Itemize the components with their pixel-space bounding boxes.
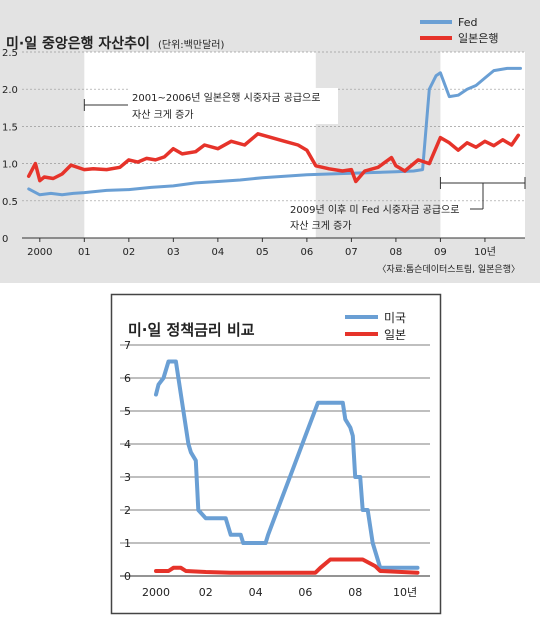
x-tick-label: 04 (211, 247, 224, 258)
x-tick-label: 2000 (142, 586, 170, 599)
y-tick-label: 0 (124, 570, 131, 583)
x-tick-label: 02 (199, 586, 213, 599)
asset-trend-chart: 0 0.5 1.0 1.5 2.0 2.5 2000 01 02 03 04 05 06 07 08 09 10… (2, 16, 526, 275)
annotation-text: 2001~2006년 일본은행 시중자금 공급으로 (132, 92, 320, 104)
y-tick-label: 2 (124, 504, 131, 517)
y-tick-label: 5 (124, 405, 131, 418)
y-tick-label: 6 (124, 372, 131, 385)
x-tick-label: 07 (345, 247, 358, 258)
unit-label: (단위:백만달러) (158, 38, 224, 51)
y-tick-label: 0.5 (2, 197, 18, 208)
x-tick-label: 01 (78, 247, 91, 258)
x-tick-label: 10년 (393, 586, 417, 599)
legend-label-1: 일본은행 (458, 31, 498, 45)
series-line-0 (27, 66, 522, 197)
x-tick-label: 10년 (474, 246, 496, 258)
x-tick-label: 06 (298, 586, 312, 599)
legend-label-0: Fed (458, 16, 477, 29)
highlight-band-0 (84, 52, 316, 238)
x-tick-label: 06 (301, 247, 314, 258)
x-tick-label: 2000 (27, 247, 52, 258)
series-line-0 (154, 359, 420, 570)
y-tick-label: 4 (124, 438, 131, 451)
chart-frame (110, 293, 442, 615)
annotation-text: 2009년 이후 미 Fed 시중자금 공급으로 (290, 204, 459, 216)
y-tick-label: 1.5 (2, 122, 18, 133)
y-tick-label: 0 (2, 234, 8, 245)
y-tick-label: 2.5 (2, 48, 18, 59)
annotation-box (128, 88, 338, 124)
x-tick-label: 05 (256, 247, 269, 258)
legend-label-1: 일본 (384, 328, 406, 342)
x-tick-label: 02 (122, 247, 135, 258)
source-note: 〈자료:톰슨데이터스트림, 일본은행〉 (377, 263, 520, 275)
annotation-text: 자산 크게 증가 (132, 109, 194, 121)
y-tick-label: 1.0 (2, 160, 18, 171)
chart-title: 미·일 중앙은행 자산추이 (6, 35, 150, 52)
y-tick-label: 2.0 (2, 85, 18, 96)
y-tick-label: 7 (124, 339, 131, 352)
x-tick-label: 08 (348, 586, 362, 599)
x-tick-label: 03 (167, 247, 180, 258)
series-line-1 (26, 132, 521, 184)
y-tick-label: 3 (124, 471, 131, 484)
chart-title: 미·일 정책금리 비교 (128, 321, 255, 339)
annotation-text: 자산 크게 증가 (290, 220, 352, 232)
x-tick-label: 04 (249, 586, 263, 599)
series-line-1 (154, 557, 420, 575)
y-tick-label: 1 (124, 537, 131, 550)
x-tick-label: 09 (434, 247, 447, 258)
x-tick-label: 08 (390, 247, 403, 258)
legend-label-0: 미국 (384, 311, 406, 325)
